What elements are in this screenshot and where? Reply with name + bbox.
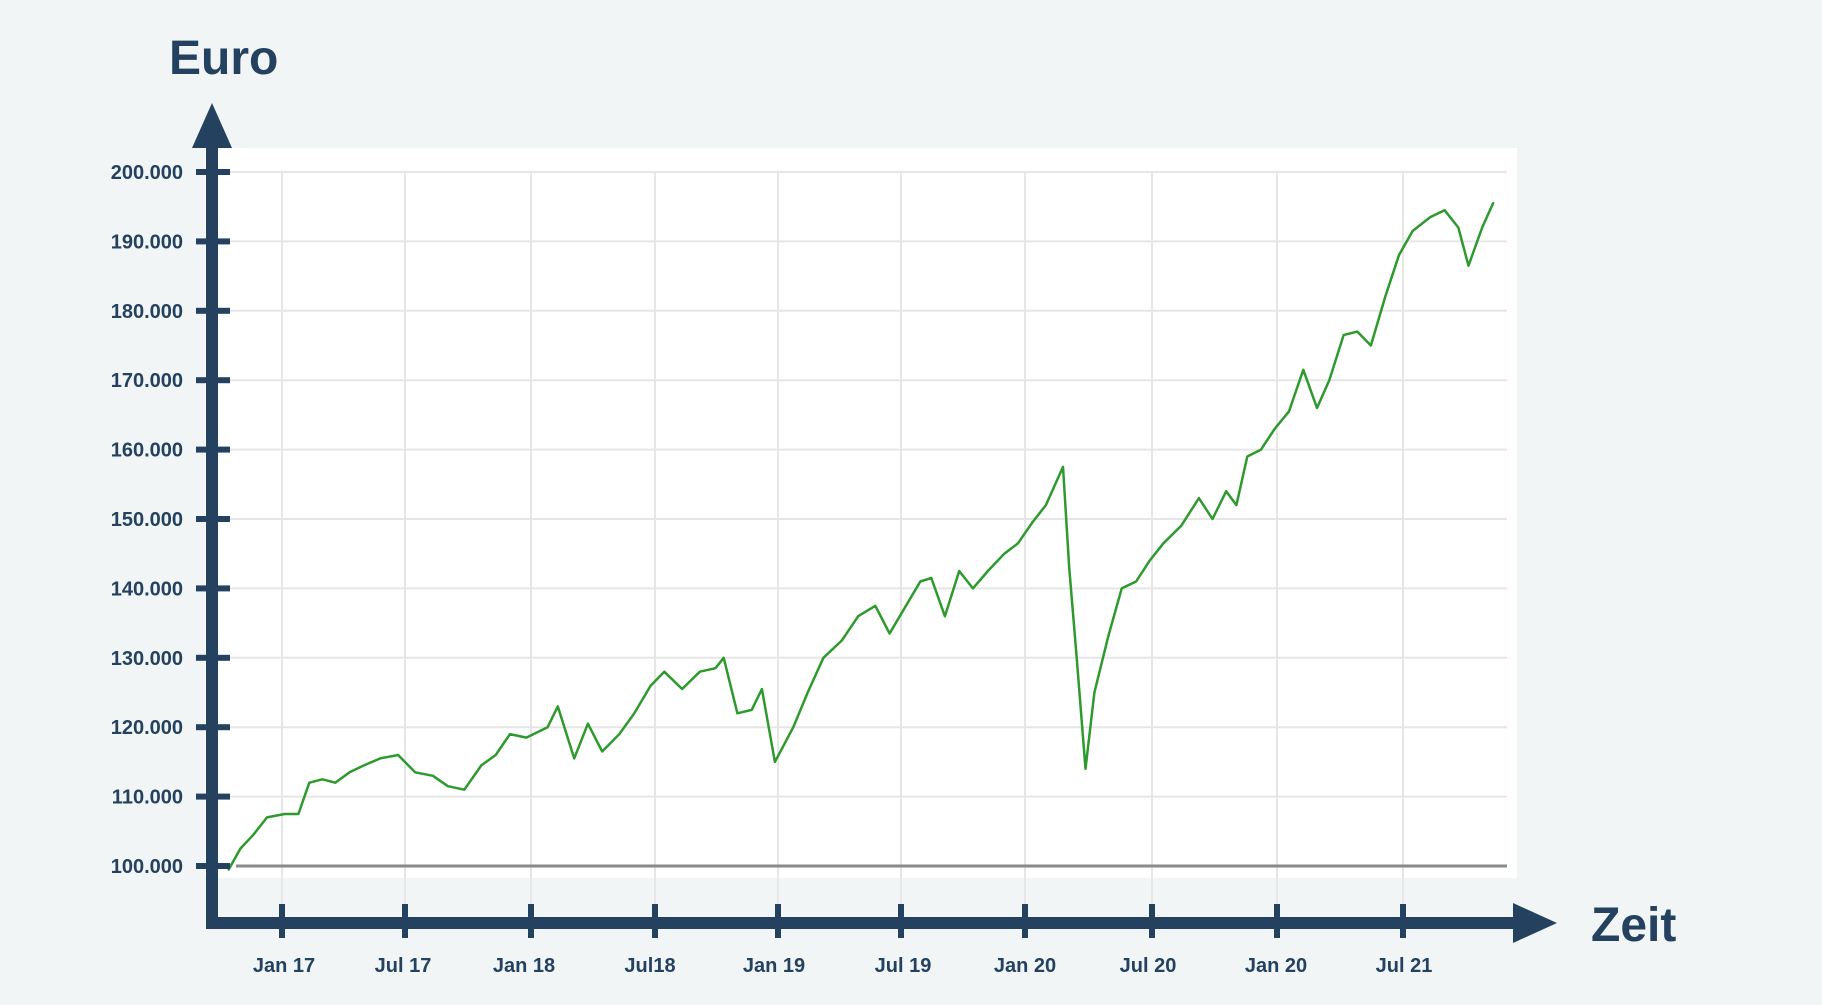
y-tick-mark xyxy=(196,169,230,175)
y-axis-arrow-icon xyxy=(192,103,232,148)
plot-background xyxy=(205,148,1517,878)
y-tick-mark xyxy=(196,446,230,453)
x-axis-title: Zeit xyxy=(1591,899,1676,952)
series-line xyxy=(227,201,1495,871)
x-tick-mark xyxy=(402,904,408,938)
y-tick-label: 110.000 xyxy=(112,787,183,809)
y-tick-mark xyxy=(196,307,230,314)
x-tick-mark xyxy=(898,904,904,938)
y-tick-label: 120.000 xyxy=(111,717,183,739)
x-tick-mark xyxy=(528,904,534,938)
x-tick-mark xyxy=(1149,904,1155,938)
y-tick-label: 190.000 xyxy=(111,231,183,253)
x-tick-label: Jul18 xyxy=(624,955,675,977)
x-tick-label: Jul 17 xyxy=(375,955,432,977)
x-tick-mark xyxy=(1022,904,1028,938)
x-tick-label: Jul 20 xyxy=(1120,955,1177,977)
y-tick-mark xyxy=(196,238,230,245)
y-tick-mark xyxy=(196,377,230,384)
y-tick-label: 170.000 xyxy=(111,370,183,392)
y-ticks: 100.000 110.000 120.000 130.000 140.000 150.0… xyxy=(111,162,230,878)
x-tick-mark xyxy=(775,904,781,938)
y-tick-label: 160.000 xyxy=(111,440,183,462)
x-axis-arrow-icon xyxy=(1513,903,1557,943)
y-tick-label: 200.000 xyxy=(111,162,183,184)
x-tick-label: Jul 21 xyxy=(1376,955,1433,977)
x-tick-label: Jan 18 xyxy=(493,955,555,977)
y-tick-mark xyxy=(196,516,230,522)
x-tick-label: Jan 20 xyxy=(1245,955,1307,977)
y-tick-label: 130.000 xyxy=(111,648,183,670)
y-axis-title: Euro xyxy=(169,32,278,85)
gridlines xyxy=(214,171,1507,917)
x-axis-line xyxy=(206,917,1532,929)
x-tick-mark xyxy=(652,904,658,938)
x-tick-label: Jul 19 xyxy=(875,955,932,977)
x-tick-mark xyxy=(1274,904,1280,938)
x-tick-mark xyxy=(1400,904,1406,938)
y-tick-mark xyxy=(196,654,230,661)
y-axis-line xyxy=(206,133,218,925)
y-tick-label: 100.000 xyxy=(111,856,183,878)
x-tick-label: Jan 20 xyxy=(994,955,1056,977)
y-tick-label: 140.000 xyxy=(111,578,183,600)
y-tick-label: 180.000 xyxy=(111,301,183,323)
x-tick-label: Jan 19 xyxy=(743,955,805,977)
y-tick-mark xyxy=(196,863,230,869)
y-tick-label: 150.000 xyxy=(111,509,183,531)
series-layer xyxy=(227,201,1495,871)
x-ticks: Jan 17 Jul 17 Jan 18 Jul18 Jan 19 Jul 19 Jan 2… xyxy=(253,904,1432,977)
y-tick-mark xyxy=(196,724,230,731)
x-tick-label: Jan 17 xyxy=(253,955,315,977)
y-tick-mark xyxy=(196,793,230,800)
y-tick-mark xyxy=(196,585,230,592)
x-tick-mark xyxy=(279,904,285,938)
